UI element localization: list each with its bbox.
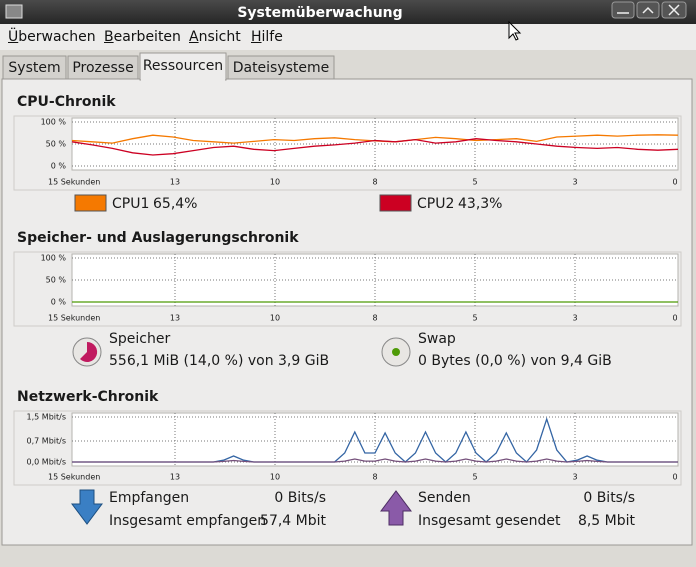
x-tick-label: 15 Sekunden — [48, 473, 100, 482]
swap-name: Swap — [418, 331, 456, 347]
x-tick-label: 13 — [170, 473, 180, 482]
legend-name: CPU1 — [112, 196, 149, 212]
net-total: 57,4 Mbit — [260, 513, 326, 529]
series-line — [71, 138, 679, 156]
x-tick-label: 10 — [270, 314, 280, 323]
x-tick-label: 3 — [572, 314, 577, 323]
app-icon — [5, 4, 23, 19]
title-bar — [0, 0, 696, 24]
legend-swatch[interactable] — [74, 194, 107, 212]
net-name: Senden — [418, 490, 471, 506]
x-tick-label: 15 Sekunden — [48, 178, 100, 187]
x-tick-label: 13 — [170, 314, 180, 323]
menu-bar — [0, 24, 696, 50]
x-tick-label: 8 — [372, 178, 377, 187]
legend-value: 43,3% — [458, 196, 502, 212]
x-tick-label: 8 — [372, 473, 377, 482]
menu-item[interactable]: Hilfe — [251, 29, 283, 45]
net-total-label: Insgesamt gesendet — [418, 513, 561, 529]
window-title: Systemüberwachung — [237, 5, 402, 21]
x-tick-label: 5 — [472, 314, 477, 323]
minimize-button[interactable] — [611, 1, 635, 19]
tab-label[interactable]: Ressourcen — [143, 58, 223, 74]
maximize-button[interactable] — [636, 1, 660, 19]
y-tick-label: 0,7 Mbit/s — [27, 437, 66, 446]
legend-value: 65,4% — [153, 196, 197, 212]
legend-swatch[interactable] — [379, 194, 412, 212]
x-tick-label: 8 — [372, 314, 377, 323]
x-tick-label: 10 — [270, 473, 280, 482]
net-total: 8,5 Mbit — [578, 513, 636, 529]
memory-name: Speicher — [109, 331, 170, 347]
net-total-label: Insgesamt empfangen — [109, 513, 266, 529]
tab-label[interactable]: Dateisysteme — [233, 60, 330, 76]
tab[interactable] — [227, 55, 335, 80]
section-title: Netzwerk-Chronik — [17, 389, 159, 405]
swap-text: 0 Bytes (0,0 %) von 9,4 GiB — [418, 353, 612, 369]
swap-icon-dot — [392, 348, 400, 356]
net-rate: 0 Bits/s — [583, 490, 635, 506]
graph-frame — [13, 251, 682, 327]
y-tick-label: 100 % — [41, 254, 67, 263]
x-tick-label: 0 — [672, 314, 677, 323]
legend-name: CPU2 — [417, 196, 454, 212]
x-tick-label: 0 — [672, 473, 677, 482]
x-tick-label: 10 — [270, 178, 280, 187]
graph-area — [71, 412, 679, 467]
net-name: Empfangen — [109, 490, 189, 506]
x-tick-label: 5 — [472, 178, 477, 187]
series-line — [72, 458, 678, 463]
section-title: CPU-Chronik — [17, 94, 116, 110]
send-icon — [380, 490, 412, 526]
x-tick-label: 3 — [572, 473, 577, 482]
y-tick-label: 50 % — [46, 276, 67, 285]
tab-label[interactable]: System — [8, 60, 60, 76]
section-title: Speicher- und Auslagerungschronik — [17, 230, 299, 246]
x-tick-label: 15 Sekunden — [48, 314, 100, 323]
graph-frame — [13, 410, 682, 486]
mouse-cursor — [508, 20, 522, 41]
graph-frame — [13, 115, 682, 191]
tab-join — [141, 78, 225, 81]
window-button-icons — [617, 4, 680, 16]
tab-label[interactable]: Prozesse — [72, 60, 133, 76]
x-tick-label: 3 — [572, 178, 577, 187]
menu-item[interactable]: Bearbeiten — [104, 29, 181, 45]
y-tick-label: 0 % — [51, 298, 67, 307]
tab[interactable] — [67, 55, 139, 80]
y-tick-label: 0,0 Mbit/s — [27, 458, 66, 467]
x-tick-label: 13 — [170, 178, 180, 187]
x-tick-label: 5 — [472, 473, 477, 482]
y-tick-label: 0 % — [51, 162, 67, 171]
menu-item[interactable]: Überwachen — [8, 29, 96, 45]
tab[interactable] — [2, 55, 67, 80]
menu-item[interactable]: Ansicht — [189, 29, 241, 45]
memory-icon-pie — [80, 341, 98, 362]
y-tick-label: 50 % — [46, 140, 67, 149]
memory-text: 556,1 MiB (14,0 %) von 3,9 GiB — [109, 353, 329, 369]
x-tick-label: 0 — [672, 178, 677, 187]
y-tick-label: 1,5 Mbit/s — [27, 413, 66, 422]
net-rate: 0 Bits/s — [274, 490, 326, 506]
receive-icon — [71, 489, 103, 525]
y-tick-label: 100 % — [41, 118, 67, 127]
